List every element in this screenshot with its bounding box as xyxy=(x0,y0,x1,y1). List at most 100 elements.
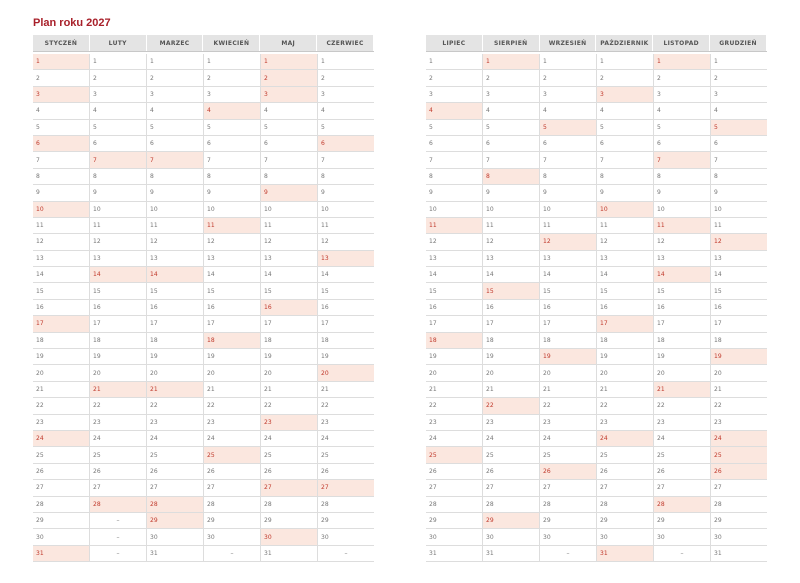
day-cell[interactable]: 3 xyxy=(426,87,482,104)
day-cell[interactable]: 11 xyxy=(318,218,374,235)
day-cell[interactable]: 22 xyxy=(654,398,710,415)
day-cell[interactable]: 6 xyxy=(147,136,203,153)
day-cell[interactable]: 27 xyxy=(318,480,374,497)
day-cell[interactable]: 19 xyxy=(483,349,539,366)
day-cell[interactable]: 14 xyxy=(426,267,482,284)
day-cell[interactable]: 11 xyxy=(597,218,653,235)
day-cell[interactable]: 17 xyxy=(597,316,653,333)
day-cell[interactable]: 20 xyxy=(426,365,482,382)
day-cell[interactable]: 10 xyxy=(426,202,482,218)
day-cell[interactable]: 17 xyxy=(540,316,596,333)
day-cell[interactable]: 9 xyxy=(426,185,482,202)
day-cell[interactable]: 1 xyxy=(261,54,317,71)
day-cell[interactable]: 2 xyxy=(204,70,260,87)
day-cell[interactable]: 11 xyxy=(33,218,89,235)
day-cell[interactable]: 27 xyxy=(540,480,596,497)
day-cell[interactable]: 7 xyxy=(261,152,317,169)
day-cell[interactable]: 26 xyxy=(147,464,203,481)
day-cell[interactable]: 8 xyxy=(33,169,89,186)
day-cell[interactable]: 8 xyxy=(147,169,203,186)
day-cell[interactable]: 28 xyxy=(204,497,260,513)
day-cell[interactable]: 23 xyxy=(318,415,374,431)
day-cell[interactable]: 9 xyxy=(483,185,539,202)
day-cell[interactable]: 25 xyxy=(540,447,596,464)
day-cell[interactable]: 21 xyxy=(204,382,260,399)
day-cell[interactable]: 19 xyxy=(261,349,317,366)
day-cell[interactable]: 19 xyxy=(33,349,89,366)
day-cell[interactable]: 9 xyxy=(711,185,767,202)
day-cell[interactable]: 10 xyxy=(654,202,710,218)
day-cell[interactable]: 4 xyxy=(318,103,374,120)
day-cell[interactable]: 10 xyxy=(483,202,539,218)
day-cell[interactable]: 7 xyxy=(147,152,203,169)
day-cell[interactable]: 22 xyxy=(147,398,203,415)
day-cell[interactable]: 26 xyxy=(318,464,374,481)
day-cell[interactable]: 18 xyxy=(540,333,596,350)
day-cell[interactable]: 29 xyxy=(540,513,596,530)
day-cell[interactable]: 20 xyxy=(483,365,539,382)
day-cell[interactable]: 12 xyxy=(318,234,374,251)
day-cell[interactable]: 6 xyxy=(540,136,596,153)
day-cell[interactable]: 1 xyxy=(540,54,596,71)
day-cell[interactable]: 9 xyxy=(597,185,653,202)
day-cell[interactable]: 5 xyxy=(597,120,653,136)
day-cell[interactable]: 13 xyxy=(483,251,539,268)
day-cell[interactable]: 9 xyxy=(318,185,374,202)
day-cell[interactable]: 25 xyxy=(654,447,710,464)
day-cell[interactable]: 14 xyxy=(318,267,374,284)
day-cell[interactable]: 15 xyxy=(540,283,596,300)
day-cell[interactable]: 13 xyxy=(597,251,653,268)
day-cell[interactable]: 12 xyxy=(426,234,482,251)
day-cell[interactable]: 14 xyxy=(33,267,89,284)
day-cell[interactable]: 23 xyxy=(654,415,710,431)
day-cell[interactable]: 15 xyxy=(33,283,89,300)
day-cell[interactable]: 23 xyxy=(147,415,203,431)
day-cell[interactable]: 18 xyxy=(204,332,260,350)
day-cell[interactable]: 2 xyxy=(654,70,710,87)
day-cell[interactable]: 2 xyxy=(711,70,767,87)
day-cell[interactable]: 27 xyxy=(711,480,767,497)
day-cell[interactable]: 30 xyxy=(204,529,260,546)
day-cell[interactable]: 6 xyxy=(711,136,767,153)
day-cell[interactable]: 10 xyxy=(147,202,203,218)
day-cell[interactable]: 23 xyxy=(33,415,89,431)
day-cell[interactable]: 19 xyxy=(597,349,653,366)
day-cell[interactable]: 10 xyxy=(90,202,146,218)
day-cell[interactable]: 23 xyxy=(204,415,260,431)
day-cell[interactable]: 3 xyxy=(147,87,203,104)
day-cell[interactable]: 14 xyxy=(90,267,146,284)
day-cell[interactable]: 30 xyxy=(483,529,539,546)
day-cell[interactable]: 24 xyxy=(204,431,260,448)
day-cell[interactable]: 26 xyxy=(33,464,89,481)
day-cell[interactable]: 7 xyxy=(426,152,482,169)
day-cell[interactable]: 19 xyxy=(204,349,260,366)
day-cell[interactable]: 1 xyxy=(318,54,374,71)
day-cell[interactable]: 9 xyxy=(654,185,710,202)
day-cell[interactable]: 22 xyxy=(318,398,374,415)
day-cell[interactable]: 25 xyxy=(426,447,482,464)
day-cell[interactable]: 14 xyxy=(204,267,260,284)
day-cell[interactable]: 30 xyxy=(654,529,710,546)
day-cell[interactable]: 26 xyxy=(426,464,482,481)
day-cell[interactable]: 26 xyxy=(261,464,317,481)
day-cell[interactable]: 27 xyxy=(654,480,710,497)
day-cell[interactable]: 9 xyxy=(540,185,596,202)
day-cell[interactable]: 23 xyxy=(597,415,653,431)
day-cell[interactable]: 16 xyxy=(426,300,482,317)
day-cell[interactable]: 31 xyxy=(483,546,539,563)
day-cell[interactable]: 3 xyxy=(33,86,89,104)
day-cell[interactable]: 5 xyxy=(33,120,89,136)
day-cell[interactable]: 20 xyxy=(597,365,653,382)
day-cell[interactable]: 12 xyxy=(483,234,539,251)
day-cell[interactable]: 6 xyxy=(318,135,374,153)
day-cell[interactable]: 7 xyxy=(597,152,653,169)
day-cell[interactable]: 28 xyxy=(147,496,203,513)
day-cell[interactable]: 5 xyxy=(318,120,374,136)
day-cell[interactable]: 2 xyxy=(147,70,203,87)
day-cell[interactable]: 2 xyxy=(426,70,482,87)
day-cell[interactable]: 2 xyxy=(33,70,89,87)
day-cell[interactable]: 20 xyxy=(261,365,317,382)
day-cell[interactable]: 27 xyxy=(204,480,260,497)
day-cell[interactable]: 4 xyxy=(540,103,596,120)
day-cell[interactable]: 30 xyxy=(597,529,653,546)
